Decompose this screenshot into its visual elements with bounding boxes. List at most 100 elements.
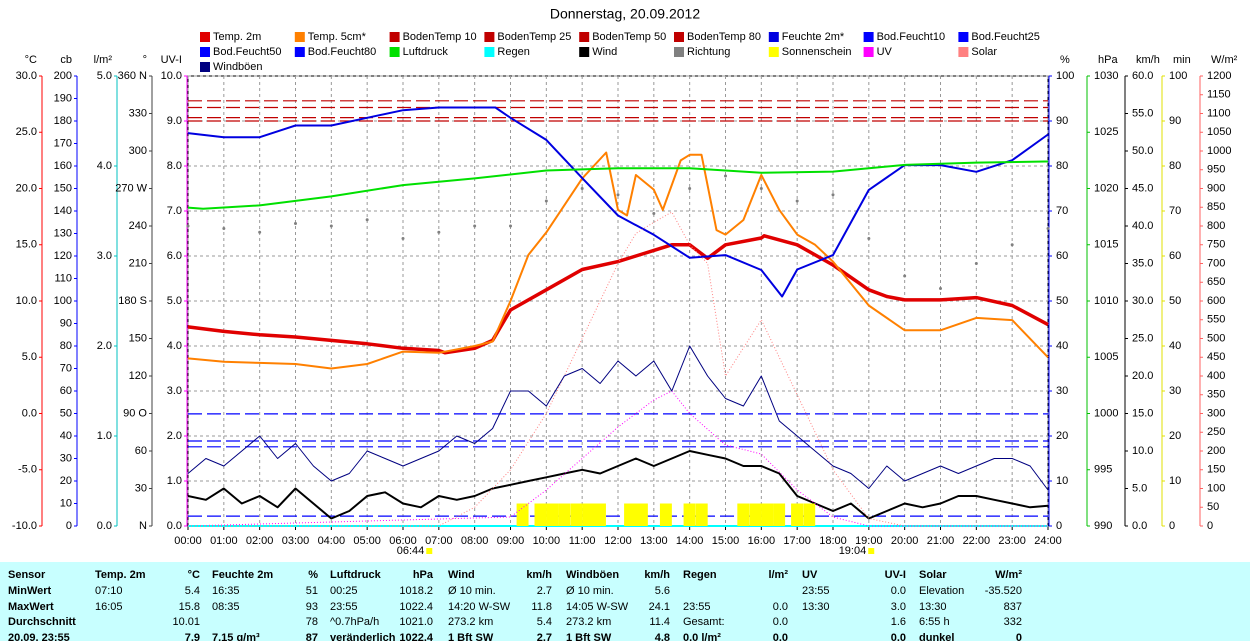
table-cell: 11.8 bbox=[531, 601, 552, 613]
legend-label: Bod.Feucht10 bbox=[877, 31, 946, 43]
y-tick-label: 60 bbox=[1056, 250, 1068, 262]
x-tick-label: 11:00 bbox=[569, 535, 596, 547]
table-cell: Ø 10 min. bbox=[448, 585, 496, 597]
y-tick-label: 160 bbox=[54, 160, 72, 172]
sunshine-bar bbox=[773, 503, 786, 526]
table-cell: Feuchte 2m bbox=[212, 569, 273, 581]
y-tick-label: 8.0 bbox=[167, 160, 182, 172]
y-tick-label: -10.0 bbox=[12, 520, 37, 532]
legend-swatch bbox=[389, 32, 400, 42]
table-cell: 07:10 bbox=[95, 585, 123, 597]
y-tick-label: 1010 bbox=[1094, 295, 1118, 307]
y-tick-label: 5.0 bbox=[167, 295, 182, 307]
table-cell: km/h bbox=[644, 569, 670, 581]
legend-label: Wind bbox=[592, 46, 617, 58]
table-cell: 1018.2 bbox=[399, 585, 433, 597]
table-cell: Wind bbox=[448, 569, 475, 581]
x-tick-label: 19:00 bbox=[855, 535, 883, 547]
table-cell: °C bbox=[188, 569, 200, 581]
y-tick-label: 3.0 bbox=[97, 250, 112, 262]
axis-title: l/m² bbox=[94, 54, 113, 66]
y-tick-label: 30 bbox=[60, 452, 72, 464]
y-tick-label: 1015 bbox=[1094, 239, 1118, 251]
y-tick-label: 80 bbox=[1169, 160, 1181, 172]
direction-dot bbox=[1010, 243, 1014, 247]
table-cell: 24.1 bbox=[649, 601, 670, 613]
y-tick-label: 10 bbox=[1056, 475, 1068, 487]
sunshine-bar bbox=[695, 503, 708, 526]
axis-title: min bbox=[1173, 54, 1191, 66]
y-tick-label: 180 bbox=[54, 115, 72, 127]
y-tick-label: 2.0 bbox=[97, 340, 112, 352]
direction-dot bbox=[258, 230, 262, 234]
table-cell: 23:55 bbox=[683, 601, 711, 613]
legend-label: BodenTemp 50 bbox=[592, 31, 666, 43]
y-tick-label: 5.0 bbox=[22, 351, 37, 363]
y-tick-label: 30 bbox=[1056, 385, 1068, 397]
axis-title: cb bbox=[60, 54, 72, 66]
direction-dot bbox=[759, 187, 763, 190]
axis-title: % bbox=[1060, 54, 1070, 66]
table-cell: 0.0 bbox=[773, 616, 788, 628]
y-tick-label: 800 bbox=[1207, 220, 1225, 232]
series-line bbox=[187, 345, 1049, 491]
direction-dot bbox=[222, 227, 226, 230]
y-tick-label: 850 bbox=[1207, 201, 1225, 213]
y-tick-label: 100 bbox=[1169, 70, 1187, 82]
table-cell: 1.6 bbox=[891, 616, 906, 628]
table-cell: MinWert bbox=[8, 585, 52, 597]
x-tick-label: 01:00 bbox=[210, 535, 238, 547]
table-cell: dunkel bbox=[919, 632, 954, 641]
table-cell: 1022.4 bbox=[399, 601, 433, 613]
x-tick-label: 08:00 bbox=[461, 535, 489, 547]
table-cell: % bbox=[308, 569, 318, 581]
legend-label: Windböen bbox=[213, 61, 263, 73]
y-tick-label: 900 bbox=[1207, 182, 1225, 194]
table-cell: 13:30 bbox=[919, 601, 947, 613]
annotation: 19:04 bbox=[839, 545, 867, 557]
sunshine-bar bbox=[791, 503, 804, 526]
sunshine-bar bbox=[683, 503, 696, 526]
y-tick-label: 360 N bbox=[118, 70, 147, 82]
y-tick-label: 400 bbox=[1207, 370, 1225, 382]
y-tick-label: 55.0 bbox=[1132, 107, 1153, 119]
sunshine-bar bbox=[803, 503, 816, 526]
table-cell: 2.7 bbox=[537, 632, 552, 641]
y-tick-label: 60 bbox=[1169, 250, 1181, 262]
axis-title: UV-I bbox=[161, 54, 182, 66]
table-cell: 00:25 bbox=[330, 585, 358, 597]
table-cell: Temp. 2m bbox=[95, 569, 146, 581]
chart-title: Donnerstag, 20.09.2012 bbox=[550, 6, 700, 22]
y-tick-label: 240 bbox=[129, 220, 147, 232]
y-tick-label: 6.0 bbox=[167, 250, 182, 262]
y-tick-label: 25.0 bbox=[16, 126, 37, 138]
y-tick-label: 50 bbox=[60, 407, 72, 419]
table-cell: 5.4 bbox=[185, 585, 200, 597]
y-tick-label: 150 bbox=[129, 332, 147, 344]
y-tick-label: 110 bbox=[54, 272, 72, 284]
legend-swatch bbox=[958, 32, 969, 42]
y-tick-label: 650 bbox=[1207, 276, 1225, 288]
y-tick-label: 90 bbox=[1056, 115, 1068, 127]
direction-dot bbox=[724, 174, 727, 178]
y-tick-label: 3.0 bbox=[167, 385, 182, 397]
sunshine-bar bbox=[659, 503, 672, 526]
x-tick-label: 24:00 bbox=[1034, 535, 1062, 547]
y-tick-label: 170 bbox=[54, 137, 72, 149]
table-cell: 273.2 km bbox=[566, 616, 611, 628]
y-tick-label: 100 bbox=[54, 295, 72, 307]
y-tick-label: 40 bbox=[1169, 340, 1181, 352]
table-cell: 10.01 bbox=[172, 616, 200, 628]
direction-dot bbox=[294, 222, 297, 225]
x-tick-label: 18:00 bbox=[819, 535, 847, 547]
table-cell: 14:05 W-SW bbox=[566, 601, 629, 613]
table-cell: UV-I bbox=[885, 569, 906, 581]
legend-label: BodenTemp 10 bbox=[403, 31, 477, 43]
table-cell: 332 bbox=[1004, 616, 1022, 628]
direction-dot bbox=[1046, 227, 1050, 230]
sunshine-bar bbox=[737, 503, 750, 526]
direction-dot bbox=[939, 287, 942, 290]
table-cell: 08:35 bbox=[212, 601, 240, 613]
table-cell: l/m² bbox=[768, 569, 788, 581]
table-background bbox=[0, 562, 1250, 641]
